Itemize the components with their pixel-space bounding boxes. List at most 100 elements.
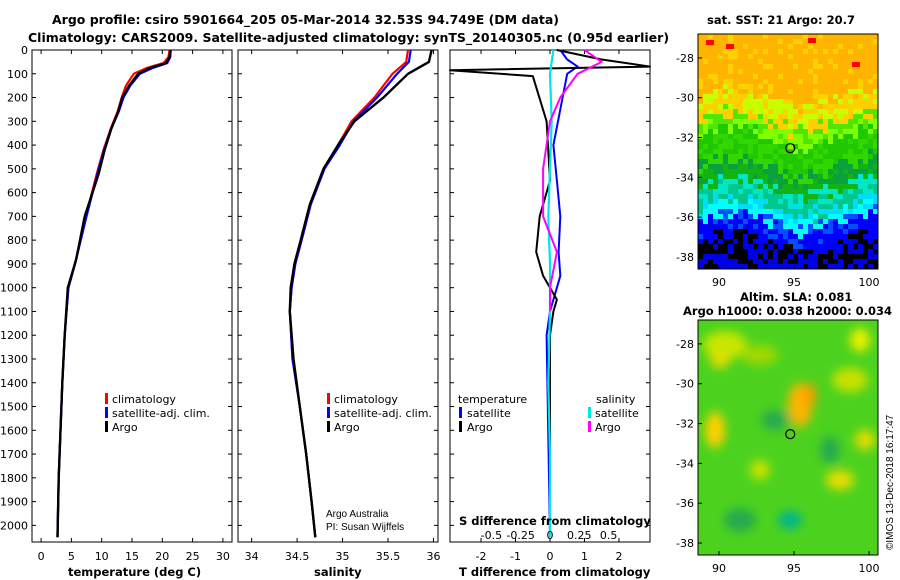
sst-cell xyxy=(773,229,778,234)
sst-cell xyxy=(748,99,753,104)
sst-cell xyxy=(783,234,788,239)
sst-cell xyxy=(703,139,708,144)
sst-cell xyxy=(868,124,873,129)
sst-cell xyxy=(863,89,868,94)
sst-cell xyxy=(873,144,878,149)
sst-cell xyxy=(808,99,813,104)
sst-map xyxy=(698,34,878,269)
sst-cell xyxy=(733,259,738,264)
depth-tick-label: 1000 xyxy=(0,282,28,295)
legend-swatch-argo xyxy=(105,421,108,432)
sst-cell xyxy=(768,39,773,44)
sst-cell xyxy=(733,249,738,254)
sst-cell xyxy=(838,184,843,189)
sst-cell xyxy=(783,69,788,74)
sst-cell xyxy=(833,84,838,89)
sst-cell xyxy=(868,134,873,139)
sst-cell xyxy=(758,204,763,209)
sst-cell xyxy=(778,254,783,259)
sst-cell xyxy=(728,124,733,129)
sst-cell xyxy=(828,169,833,174)
sst-cell xyxy=(793,204,798,209)
sst-cell xyxy=(703,219,708,224)
sst-cell xyxy=(788,79,793,84)
sst-cell xyxy=(808,234,813,239)
sst-cell xyxy=(823,264,828,269)
sst-cell xyxy=(863,139,868,144)
sst-cell xyxy=(718,234,723,239)
sst-cell xyxy=(733,134,738,139)
sst-cell xyxy=(708,169,713,174)
sst-cell xyxy=(873,134,878,139)
series-line-salinity-argo xyxy=(542,49,603,312)
sst-cell xyxy=(853,164,858,169)
sst-cell xyxy=(793,194,798,199)
sla-anomaly-blob xyxy=(703,331,747,359)
sst-cell xyxy=(758,194,763,199)
sst-cell xyxy=(803,119,808,124)
sst-cell xyxy=(788,99,793,104)
sst-cell xyxy=(788,144,793,149)
sst-cell xyxy=(838,214,843,219)
sst-cell xyxy=(833,59,838,64)
sst-cell xyxy=(713,134,718,139)
sst-cell xyxy=(858,199,863,204)
sst-cell xyxy=(858,124,863,129)
sst-cell xyxy=(818,49,823,54)
sst-cell xyxy=(823,184,828,189)
sst-cell xyxy=(723,114,728,119)
sst-cell xyxy=(853,184,858,189)
sst-cell xyxy=(798,259,803,264)
sst-cell xyxy=(823,44,828,49)
sst-cell xyxy=(738,219,743,224)
sst-cell xyxy=(718,149,723,154)
sst-cell xyxy=(763,144,768,149)
sst-cell xyxy=(798,164,803,169)
sst-cell xyxy=(858,129,863,134)
sst-cell xyxy=(848,139,853,144)
sst-cell xyxy=(738,144,743,149)
sst-cell xyxy=(763,229,768,234)
sst-cell xyxy=(753,74,758,79)
sst-cell xyxy=(798,264,803,269)
sst-cell xyxy=(763,164,768,169)
sst-cell xyxy=(808,259,813,264)
sst-cell xyxy=(743,229,748,234)
sst-cell xyxy=(848,159,853,164)
sst-cell xyxy=(838,164,843,169)
sst-cell xyxy=(753,44,758,49)
sst-cell xyxy=(783,89,788,94)
sst-cell xyxy=(758,69,763,74)
sst-cell xyxy=(748,254,753,259)
sst-cell xyxy=(778,59,783,64)
sst-cell xyxy=(838,79,843,84)
sst-cell xyxy=(753,119,758,124)
sst-cell xyxy=(753,249,758,254)
sst-cell xyxy=(808,129,813,134)
sst-cell xyxy=(778,264,783,269)
sst-cell xyxy=(868,209,873,214)
sst-cell xyxy=(823,34,828,39)
sst-cell xyxy=(783,64,788,69)
sst-cell xyxy=(813,264,818,269)
sst-cell xyxy=(783,264,788,269)
sst-cell xyxy=(708,99,713,104)
sst-cell xyxy=(833,189,838,194)
sst-cell xyxy=(833,114,838,119)
sst-cell xyxy=(728,264,733,269)
sst-cell xyxy=(788,194,793,199)
sst-cell xyxy=(868,214,873,219)
sst-cell xyxy=(783,79,788,84)
sst-cell xyxy=(868,144,873,149)
sst-cell xyxy=(703,224,708,229)
sst-cell xyxy=(768,194,773,199)
title-line-2: Climatology: CARS2009. Satellite-adjuste… xyxy=(28,30,669,46)
sst-cell xyxy=(863,69,868,74)
sst-cell xyxy=(808,89,813,94)
sst-cell xyxy=(838,159,843,164)
sst-cell xyxy=(783,54,788,59)
sst-cell xyxy=(808,144,813,149)
sst-cell xyxy=(713,164,718,169)
sst-cell xyxy=(868,194,873,199)
sst-cell xyxy=(748,219,753,224)
